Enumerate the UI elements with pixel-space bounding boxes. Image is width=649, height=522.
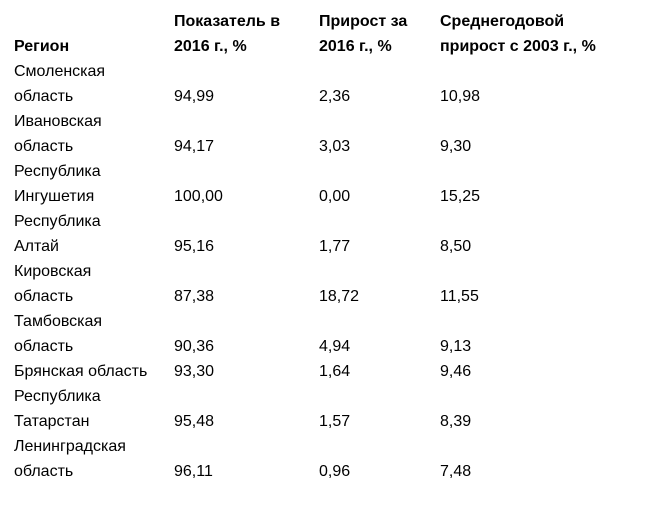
cell-text: 15,25 — [440, 188, 481, 205]
cell-text: 93,30 — [174, 363, 215, 380]
cell-text: 4,94 — [319, 338, 351, 355]
table-cell: Республика Татарстан — [0, 384, 174, 434]
cell-text: 11,55 — [440, 288, 479, 305]
cell-text: 1,77 — [319, 238, 351, 255]
cell-text: 9,13 — [440, 338, 472, 355]
header-text: Показатель в 2016 г., % — [174, 13, 281, 55]
table-cell: Ивановская область — [0, 109, 174, 159]
table-cell: 95,48 — [174, 384, 319, 434]
cell-text: Брянская область — [14, 363, 148, 380]
table-row: Ленинградская область 96,11 0,96 7,48 — [0, 434, 649, 484]
table-cell: 1,64 — [319, 359, 440, 384]
table-row: Республика Ингушетия 100,00 0,00 15,25 — [0, 159, 649, 209]
table-row: Тамбовская область 90,36 4,94 9,13 — [0, 309, 649, 359]
cell-text: 9,46 — [440, 363, 472, 380]
table-cell: 4,94 — [319, 309, 440, 359]
table-row: Кировская область 87,38 18,72 11,55 — [0, 259, 649, 309]
cell-text: Ивановская область — [14, 113, 102, 155]
header-cell: Регион — [0, 9, 174, 59]
cell-text: Смоленская область — [14, 63, 106, 105]
header-text: Прирост за 2016 г., % — [319, 13, 408, 55]
header-text: Среднегодовой прирост с 2003 г., % — [440, 13, 596, 55]
header-row: Регион Показатель в 2016 г., % Прирост за … — [0, 9, 649, 59]
header-cell: Прирост за 2016 г., % — [319, 9, 440, 59]
cell-text: 87,38 — [174, 288, 215, 305]
cell-text: 7,48 — [440, 463, 472, 480]
header-cell: Среднегодовой прирост с 2003 г., % — [440, 9, 649, 59]
table-cell: 9,46 — [440, 359, 649, 384]
cell-text: 18,72 — [319, 288, 360, 305]
table-cell: 96,11 — [174, 434, 319, 484]
table-cell: Ленинградская область — [0, 434, 174, 484]
table-cell: 93,30 — [174, 359, 319, 384]
cell-text: 100,00 — [174, 188, 223, 205]
table-cell: Кировская область — [0, 259, 174, 309]
table-cell: 95,16 — [174, 209, 319, 259]
cell-text: 95,48 — [174, 413, 215, 430]
table-row: Республика Алтай 95,16 1,77 8,50 — [0, 209, 649, 259]
table-cell: Республика Ингушетия — [0, 159, 174, 209]
cell-text: Республика Татарстан — [14, 388, 101, 430]
table-cell: 15,25 — [440, 159, 649, 209]
table-cell: 0,00 — [319, 159, 440, 209]
table-row: Республика Татарстан 95,48 1,57 8,39 — [0, 384, 649, 434]
cell-text: 94,99 — [174, 88, 215, 105]
cell-text: 94,17 — [174, 138, 215, 155]
table-cell: 90,36 — [174, 309, 319, 359]
table-cell: 1,57 — [319, 384, 440, 434]
cell-text: 1,64 — [319, 363, 351, 380]
table-cell: 94,17 — [174, 109, 319, 159]
table-cell: 3,03 — [319, 109, 440, 159]
cell-text: 90,36 — [174, 338, 215, 355]
table-row: Брянская область 93,30 1,64 9,46 — [0, 359, 649, 384]
table-cell: 8,50 — [440, 209, 649, 259]
table-row: Ивановская область 94,17 3,03 9,30 — [0, 109, 649, 159]
cell-text: 10,98 — [440, 88, 481, 105]
table-cell: Брянская область — [0, 359, 174, 384]
table-cell: 1,77 — [319, 209, 440, 259]
cell-text: 0,96 — [319, 463, 351, 480]
table-cell: Смоленская область — [0, 59, 174, 109]
cell-text: 1,57 — [319, 413, 351, 430]
table-cell: Тамбовская область — [0, 309, 174, 359]
table-cell: 18,72 — [319, 259, 440, 309]
cell-text: 9,30 — [440, 138, 472, 155]
cell-text: 2,36 — [319, 88, 351, 105]
table-cell: 9,30 — [440, 109, 649, 159]
table-cell: 100,00 — [174, 159, 319, 209]
cell-text: 8,39 — [440, 413, 472, 430]
cell-text: 8,50 — [440, 238, 472, 255]
table-row: Смоленская область 94,99 2,36 10,98 — [0, 59, 649, 109]
table-cell: 8,39 — [440, 384, 649, 434]
table-cell: 94,99 — [174, 59, 319, 109]
cell-text: Кировская область — [14, 263, 92, 305]
cell-text: Тамбовская область — [14, 313, 103, 355]
cell-text: 95,16 — [174, 238, 215, 255]
table-cell: 11,55 — [440, 259, 649, 309]
data-table: Регион Показатель в 2016 г., % Прирост за … — [0, 9, 649, 484]
cell-text: Ленинградская область — [14, 438, 126, 480]
cell-text: 96,11 — [174, 463, 213, 480]
table-cell: 2,36 — [319, 59, 440, 109]
table-cell: 9,13 — [440, 309, 649, 359]
header-text: Регион — [14, 38, 70, 55]
header-cell: Показатель в 2016 г., % — [174, 9, 319, 59]
table-cell: 7,48 — [440, 434, 649, 484]
table-cell: 0,96 — [319, 434, 440, 484]
cell-text: 0,00 — [319, 188, 351, 205]
table-cell: Республика Алтай — [0, 209, 174, 259]
cell-text: Республика Алтай — [14, 213, 101, 255]
table-cell: 87,38 — [174, 259, 319, 309]
cell-text: 3,03 — [319, 138, 351, 155]
cell-text: Республика Ингушетия — [14, 163, 101, 205]
table-cell: 10,98 — [440, 59, 649, 109]
